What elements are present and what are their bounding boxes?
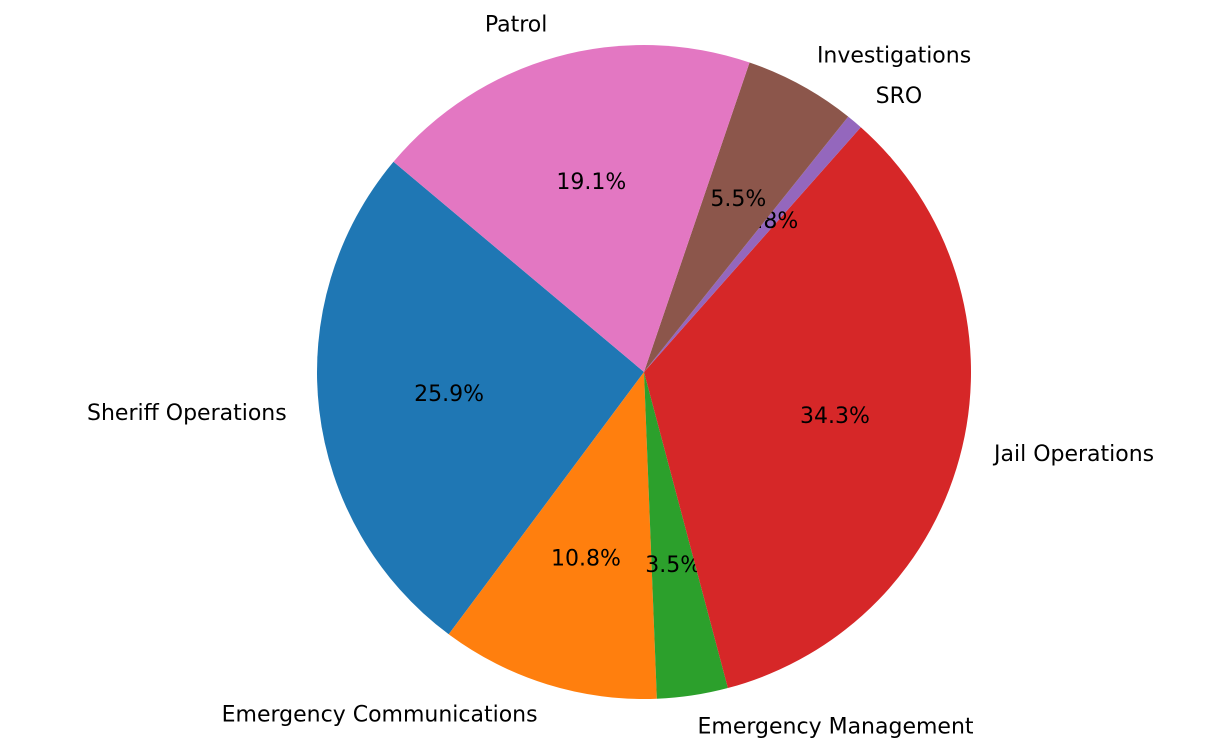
pct-label: 19.1% bbox=[556, 170, 626, 195]
pie-slice bbox=[316, 161, 644, 635]
pct-label: 5.5% bbox=[710, 187, 766, 212]
slice-label: SRO bbox=[876, 84, 923, 109]
slice-label: Investigations bbox=[817, 44, 971, 69]
pct-label: 3.5% bbox=[645, 553, 701, 578]
pie-slice bbox=[644, 62, 849, 373]
pie-slice bbox=[644, 127, 972, 689]
pie-slice bbox=[448, 372, 657, 699]
slice-label: Patrol bbox=[485, 13, 548, 38]
pct-label: 10.8% bbox=[551, 546, 621, 571]
slice-label: Sheriff Operations bbox=[87, 401, 287, 426]
slice-label: Emergency Communications bbox=[222, 703, 538, 728]
slice-label: Jail Operations bbox=[992, 442, 1154, 467]
slice-label: Emergency Management bbox=[698, 715, 974, 740]
pct-label: 25.9% bbox=[414, 382, 484, 407]
pie-slice bbox=[644, 116, 861, 372]
pie-slice bbox=[644, 372, 728, 699]
pie-slice bbox=[393, 44, 750, 372]
pct-label: 34.3% bbox=[800, 404, 870, 429]
